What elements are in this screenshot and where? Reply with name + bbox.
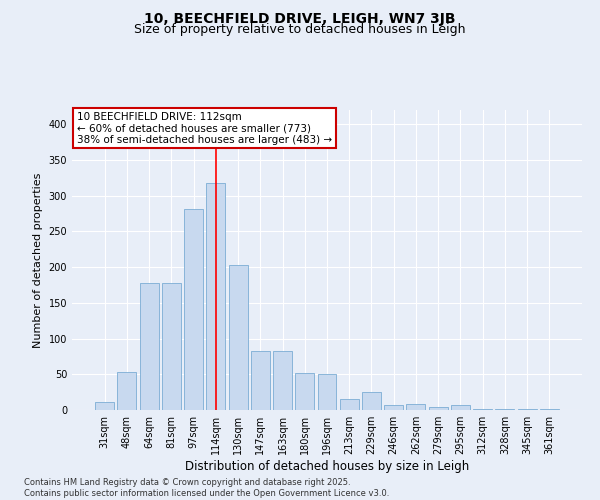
Bar [384,405,403,410]
Bar [95,402,114,410]
Text: 10, BEECHFIELD DRIVE, LEIGH, WN7 3JB: 10, BEECHFIELD DRIVE, LEIGH, WN7 3JB [144,12,456,26]
Text: 10 BEECHFIELD DRIVE: 112sqm
← 60% of detached houses are smaller (773)
38% of se: 10 BEECHFIELD DRIVE: 112sqm ← 60% of det… [77,112,332,144]
Bar [362,392,381,410]
Y-axis label: Number of detached properties: Number of detached properties [33,172,43,348]
Bar [473,408,492,410]
Text: Contains HM Land Registry data © Crown copyright and database right 2025.
Contai: Contains HM Land Registry data © Crown c… [24,478,389,498]
Bar [317,374,337,410]
Bar [118,372,136,410]
Bar [229,265,248,410]
Bar [206,183,225,410]
Bar [295,373,314,410]
Bar [140,283,158,410]
Bar [406,404,425,410]
Bar [162,283,181,410]
Bar [429,407,448,410]
Text: Size of property relative to detached houses in Leigh: Size of property relative to detached ho… [134,22,466,36]
Bar [251,352,270,410]
Bar [451,405,470,410]
Bar [273,352,292,410]
Bar [184,208,203,410]
Bar [340,400,359,410]
X-axis label: Distribution of detached houses by size in Leigh: Distribution of detached houses by size … [185,460,469,473]
